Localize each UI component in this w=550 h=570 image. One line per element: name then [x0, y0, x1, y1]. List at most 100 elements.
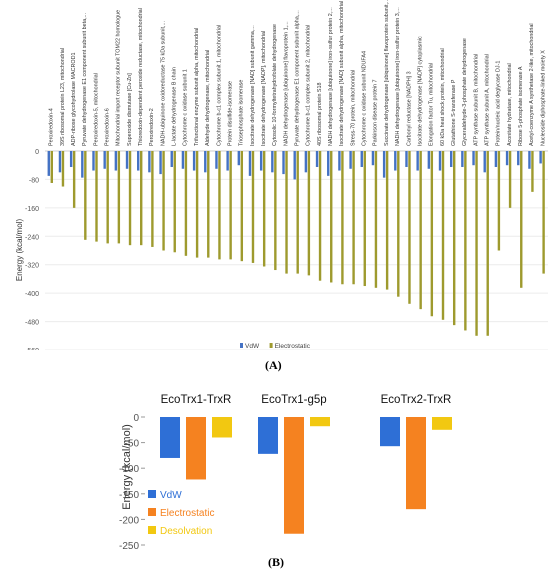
chart-a-bar-vdw — [528, 151, 531, 169]
chart-a-bar-vdw — [349, 151, 352, 169]
chart-a-ytick-label: -320 — [25, 263, 39, 270]
chart-a-bar-vdw — [47, 151, 50, 176]
chart-a-category-label: Mitochondrial import receptor subunit TO… — [116, 10, 122, 146]
chart-a-category-label: Stress-70 protein, mitochondrial — [350, 70, 356, 146]
chart-b-bar-electrostatic — [186, 417, 206, 480]
chart-a-category-label: L-lactate dehydrogenase B chain — [172, 67, 178, 146]
chart-a-bar-vdw — [148, 151, 151, 173]
chart-a-category-label: Trifunctional enzyme subunit alpha, mito… — [194, 28, 200, 146]
chart-a-category-label: 60 kDa heat shock protein, mitochondrial — [440, 48, 446, 146]
chart-a-bar-electrostatic — [385, 151, 389, 290]
panel-label-a: (A) — [265, 358, 282, 372]
chart-a-bar-vdw — [394, 151, 397, 171]
chart-a-bar-vdw — [192, 151, 196, 171]
chart-a-category-label: NADH dehydrogenase [ubiquinone] iron-sul… — [328, 7, 334, 146]
chart-a-bar-electrostatic — [341, 151, 344, 285]
chart-a-category-label: ATP synthase subunit B, mitochondrial — [473, 54, 479, 146]
chart-a-bar-electrostatic — [475, 151, 478, 336]
chart-a-bar-vdw — [92, 151, 95, 171]
chart-a-category-label: Peroxiredoxin-6 — [104, 108, 110, 146]
chart-b-legend-label: VdW — [160, 490, 182, 501]
chart-a-bar-electrostatic — [374, 151, 378, 288]
chart-a-bar-electrostatic — [274, 151, 277, 271]
chart-a-bar-vdw — [427, 151, 431, 169]
chart-a-ytick-label: -80 — [29, 177, 39, 184]
chart-a-bar-vdw — [371, 151, 375, 166]
chart-a-bar-vdw — [125, 151, 129, 169]
chart-b-ytick-label: -100 — [119, 464, 139, 475]
chart-a-ytick-label: 0 — [35, 149, 39, 156]
chart-a-ytick-label: -400 — [25, 291, 39, 298]
chart-a-bar-electrostatic — [318, 151, 322, 281]
chart-a-bar-vdw — [159, 151, 162, 175]
chart-a-category-label: Nucleoside diphosphate-linked moiety X — [540, 50, 546, 146]
chart-b-bar-vdw — [380, 417, 400, 447]
chart-a-bar-electrostatic — [285, 151, 288, 274]
chart-a-ylabel: Energy (kcal/mol) — [15, 219, 24, 282]
chart-a-category-label: Cytosolic 10-formyltetrahydrofolate dehy… — [272, 24, 278, 146]
chart-a-bar-vdw — [248, 151, 252, 176]
chart-a-ytick-label: -480 — [25, 320, 39, 327]
chart-a-bar-electrostatic — [72, 151, 76, 208]
chart-a-bar-vdw — [293, 151, 296, 180]
chart-a-bar-electrostatic — [296, 151, 299, 274]
chart-a-ytick-label: -560 — [25, 348, 39, 350]
chart-a-bar-electrostatic — [195, 151, 199, 258]
chart-a-category-label: Cytochrome b-c1 complex subunit 2, mitoc… — [306, 25, 312, 146]
chart-a-ytick-label: -240 — [25, 234, 39, 241]
chart-a-legend-label: Electrostatic — [275, 343, 311, 350]
chart-a-bar-electrostatic — [397, 151, 400, 297]
chart-a-category-label: ATP synthase subunit A, mitochondrial — [485, 54, 491, 146]
chart-a-bar-vdw — [259, 151, 263, 171]
chart-a-category-label: Pyruvate dehydrogenase E1 component subu… — [295, 10, 301, 146]
chart-a-category-label: Glutathione S-transferase P — [451, 79, 457, 146]
chart-a-bar-vdw — [360, 151, 363, 167]
chart-b-bar-desolvation — [212, 417, 232, 438]
chart-a-category-label: Protein/nucleic acid deglycase DJ-1 — [496, 61, 502, 146]
chart-a-category-label: Succinate dehydrogenase [ubiquinone] fla… — [384, 0, 390, 146]
chart-a-category-label: Parkinson disease protein 7 — [373, 79, 379, 146]
chart-a-category-label: Carbonyl reductase [NADPH] 3 — [406, 71, 412, 146]
chart-a-bar-electrostatic — [173, 151, 176, 253]
chart-a-bar-vdw — [114, 151, 118, 171]
chart-b-legend-swatch — [148, 526, 156, 534]
chart-b-legend: VdW Electrostatic Desolvation — [148, 490, 214, 537]
chart-a-bar-vdw — [226, 151, 229, 171]
chart-a-bar-electrostatic — [542, 151, 545, 274]
chart-a-bar-vdw — [472, 151, 475, 166]
chart-b-bar-vdw — [258, 417, 278, 454]
chart-a-bar-vdw — [204, 151, 207, 173]
chart-a-bar-vdw — [338, 151, 341, 171]
chart-a-category-label: Protein disulfide-isomerase — [227, 81, 233, 146]
chart-a-bar-vdw — [416, 151, 419, 171]
chart-a-category-label: Triosephosphate isomerase — [239, 80, 245, 146]
chart-a-bar-vdw — [58, 151, 62, 173]
chart-a-ytick-label: -160 — [25, 206, 39, 213]
chart-a-bar-electrostatic — [262, 151, 266, 267]
chart-a-bar-vdw — [271, 151, 274, 173]
chart-a-bar-vdw — [483, 151, 486, 173]
chart-a-category-label: NADH-ubiquinone oxidoreductase 75 kDa su… — [160, 21, 166, 146]
chart-b-category-label: EcoTrx1-TrxR — [161, 394, 232, 406]
chart-a-category-label: Glyceraldehyde-3-phosphate dehydrogenase — [462, 38, 468, 146]
chart-b-ytick-label: -150 — [119, 490, 139, 501]
chart-a-category-label: Isocitrate dehydrogenase [NAD] subunit a… — [339, 1, 345, 146]
chart-a-bar-electrostatic — [240, 151, 244, 262]
chart-b-bar-vdw — [160, 417, 180, 458]
chart-a-bar-vdw — [215, 151, 218, 169]
chart-b-ylabel: Energy (kcal/mol) — [121, 424, 133, 510]
chart-a-bar-electrostatic — [117, 151, 121, 244]
chart-a-bar-electrostatic — [408, 151, 411, 304]
chart-a-bar-electrostatic — [452, 151, 456, 326]
chart-a-category-label: Cytochrome b-c1 complex subunit 1, mitoc… — [216, 25, 222, 146]
chart-a-bar-vdw — [382, 151, 386, 178]
chart-a-category-label: Pyruvate dehydrogenase E1 component subu… — [82, 13, 88, 146]
chart-b-bar-desolvation — [432, 417, 452, 430]
chart-a-bar-electrostatic — [363, 151, 366, 287]
chart-a-category-label: Isocitrate dehydrogenase [NAD] subunit g… — [250, 25, 256, 146]
chart-a-bar-vdw — [282, 151, 285, 175]
chart-b-ytick-label: -50 — [125, 439, 140, 450]
chart-a-bar-vdw — [494, 151, 498, 167]
chart-a-bar-electrostatic — [207, 151, 210, 258]
chart-a-bar-vdw — [505, 151, 509, 166]
